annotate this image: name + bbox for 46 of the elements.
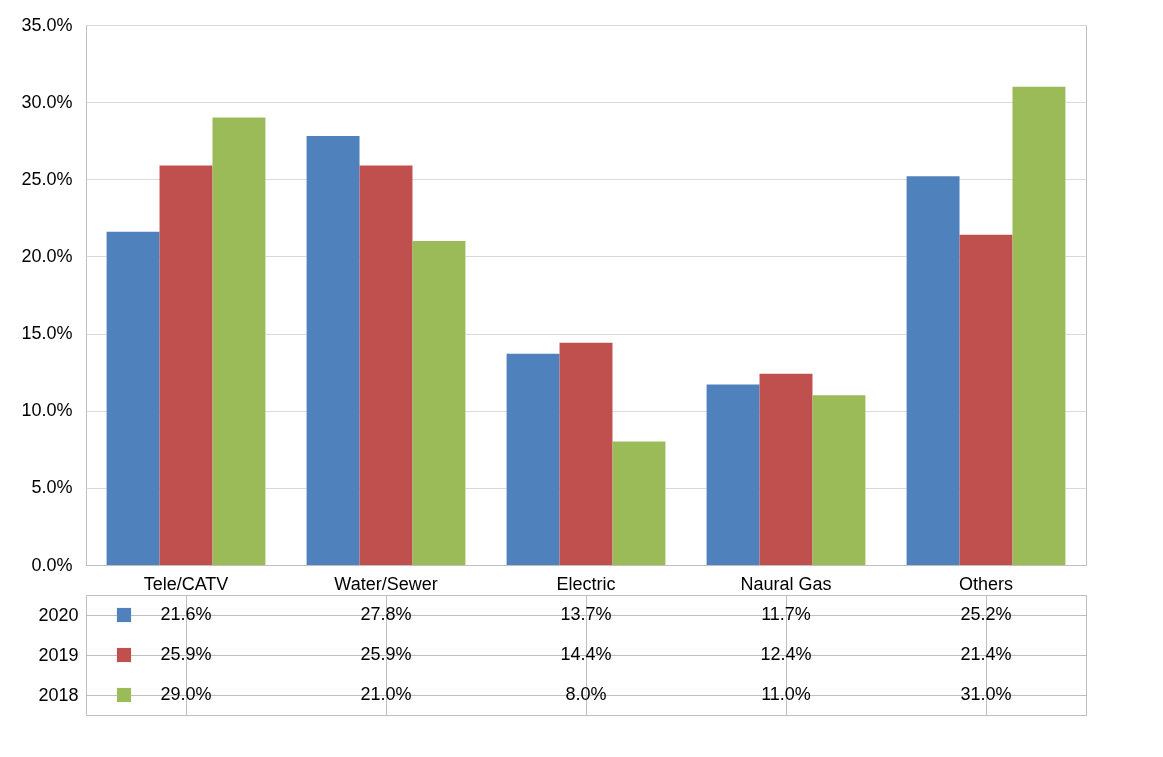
y-tick-label: 0.0% bbox=[31, 554, 73, 575]
bar bbox=[412, 241, 466, 565]
data-label: 13.7% bbox=[560, 604, 612, 624]
data-label: 12.4% bbox=[760, 644, 812, 664]
bar bbox=[959, 234, 1013, 565]
x-tick-label: Tele/CATV bbox=[143, 573, 229, 594]
y-tick-label: 15.0% bbox=[21, 323, 73, 344]
data-label: 25.9% bbox=[360, 644, 412, 664]
bar bbox=[359, 165, 413, 565]
data-label: 14.4% bbox=[560, 644, 612, 664]
y-tick-label: 25.0% bbox=[21, 168, 73, 189]
bar bbox=[306, 136, 360, 565]
legend-label: 2019 bbox=[38, 644, 79, 665]
bar bbox=[559, 342, 613, 565]
x-tick-label: Naural Gas bbox=[740, 573, 832, 594]
bar bbox=[706, 384, 760, 565]
bar bbox=[159, 165, 213, 565]
bar bbox=[506, 353, 560, 565]
bar bbox=[612, 441, 666, 565]
y-tick-label: 10.0% bbox=[21, 400, 73, 421]
bar bbox=[106, 231, 160, 565]
x-tick-label: Water/Sewer bbox=[334, 573, 438, 594]
data-label: 27.8% bbox=[360, 604, 412, 624]
legend-label: 2018 bbox=[38, 684, 79, 705]
x-tick-label: Electric bbox=[556, 573, 616, 594]
bar bbox=[759, 373, 813, 565]
data-label: 31.0% bbox=[960, 684, 1012, 704]
bar bbox=[212, 117, 266, 565]
data-label: 11.7% bbox=[761, 604, 811, 624]
bar bbox=[906, 176, 960, 565]
bar bbox=[1012, 86, 1066, 565]
y-tick-label: 30.0% bbox=[21, 91, 73, 112]
data-label: 11.0% bbox=[761, 684, 811, 704]
data-label: 29.0% bbox=[160, 684, 212, 704]
x-tick-label: Others bbox=[958, 573, 1014, 594]
legend-label: 2020 bbox=[38, 604, 79, 625]
data-label: 25.2% bbox=[960, 604, 1012, 624]
data-label: 21.6% bbox=[160, 604, 212, 624]
y-tick-label: 35.0% bbox=[21, 14, 73, 35]
data-label: 25.9% bbox=[160, 644, 212, 664]
data-label: 21.0% bbox=[360, 684, 412, 704]
y-tick-label: 5.0% bbox=[31, 477, 73, 498]
data-label: 8.0% bbox=[565, 684, 607, 704]
data-label: 21.4% bbox=[960, 644, 1012, 664]
y-tick-label: 20.0% bbox=[21, 245, 73, 266]
bar bbox=[812, 395, 866, 565]
